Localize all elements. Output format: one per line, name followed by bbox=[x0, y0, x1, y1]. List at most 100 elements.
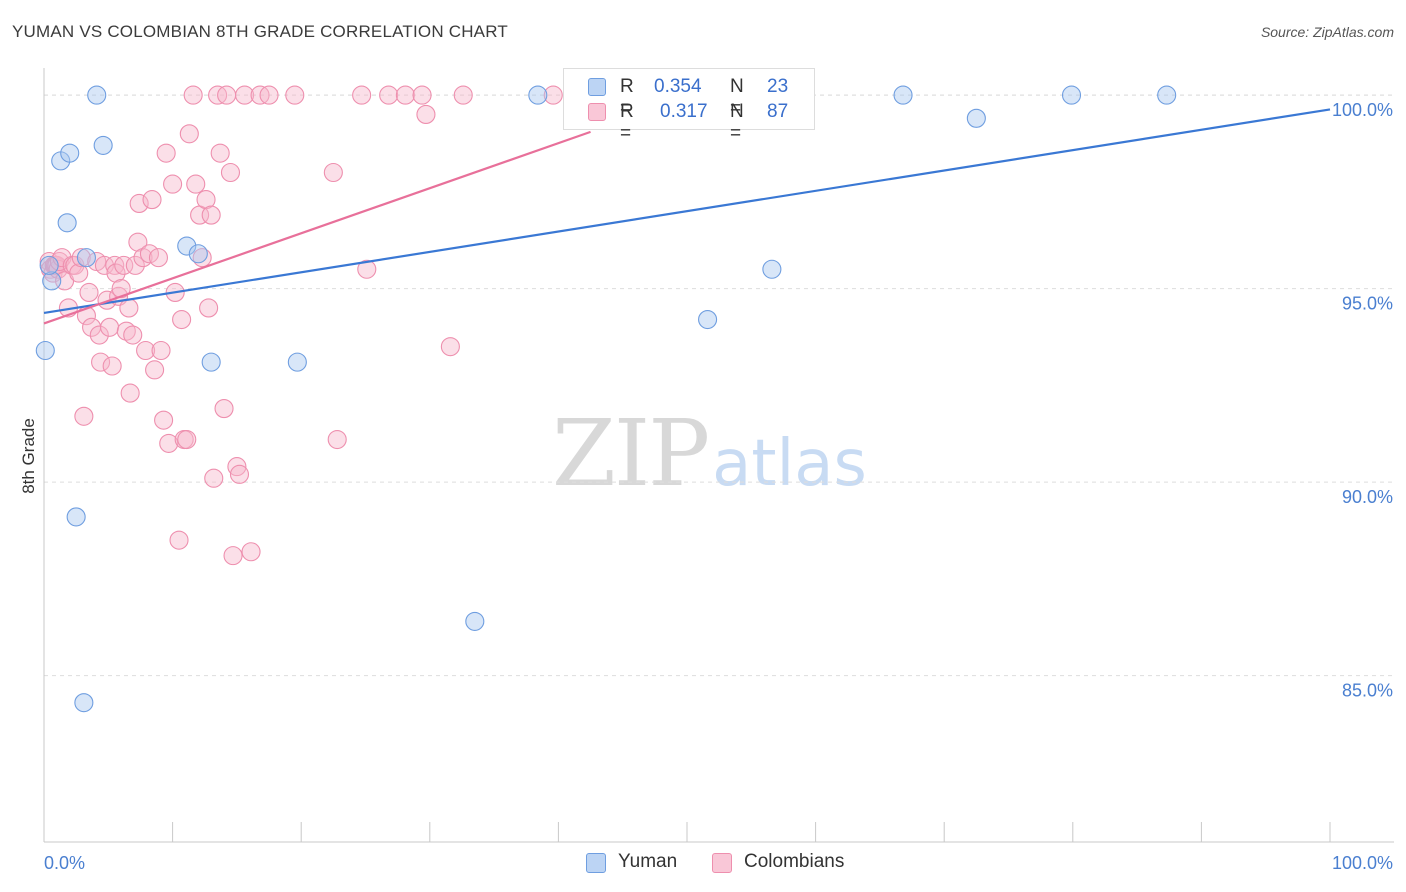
colombian-point bbox=[186, 174, 206, 194]
colombian-point bbox=[192, 248, 212, 268]
colombian-point bbox=[352, 85, 372, 105]
label-layer: 85.0% 90.0% 95.0% 100.0% 0.0% 100.0% 8th Grade bbox=[19, 100, 1393, 873]
y-tick-label: 85.0% bbox=[1342, 681, 1393, 701]
yuman-point bbox=[42, 271, 62, 291]
y-tick-label: 100.0% bbox=[1332, 100, 1393, 120]
colombian-point bbox=[327, 429, 347, 450]
colombian-point bbox=[210, 143, 230, 163]
colombian-point bbox=[259, 85, 279, 105]
y-axis-title: 8th Grade bbox=[19, 418, 38, 494]
colombian-point bbox=[79, 282, 99, 303]
colombian-point bbox=[69, 263, 89, 283]
colombian-point bbox=[145, 360, 165, 380]
yuman-point bbox=[93, 135, 113, 155]
yuman-point bbox=[35, 340, 55, 361]
colombian-point bbox=[148, 248, 169, 268]
yuman-point bbox=[1061, 85, 1082, 105]
colombian-point bbox=[235, 85, 255, 105]
colombian-point bbox=[323, 162, 343, 183]
colombian-point bbox=[169, 530, 189, 550]
yuman-point bbox=[465, 611, 485, 631]
colombian-point bbox=[395, 85, 415, 105]
colombian-trend-line bbox=[43, 130, 591, 325]
yuman-point bbox=[966, 108, 986, 128]
y-tick-label: 95.0% bbox=[1342, 294, 1393, 314]
yuman-swatch bbox=[586, 853, 606, 873]
watermark-atlas: atlas bbox=[712, 427, 867, 501]
colombian-point bbox=[196, 190, 216, 210]
colombian-point bbox=[241, 542, 261, 562]
yuman-point bbox=[39, 255, 59, 275]
yuman-point bbox=[201, 352, 221, 372]
colombian-point bbox=[179, 124, 199, 144]
colombian-point bbox=[199, 298, 219, 318]
chart-title: YUMAN VS COLOMBIAN 8TH GRADE CORRELATION… bbox=[12, 22, 508, 41]
colombian-point bbox=[102, 356, 122, 376]
colombian-point bbox=[129, 193, 149, 213]
colombian-point bbox=[183, 85, 203, 105]
colombian-point bbox=[412, 85, 432, 105]
source-label: Source: ZipAtlas.com bbox=[1260, 24, 1394, 40]
colombian-point bbox=[214, 399, 234, 419]
yuman-point bbox=[66, 507, 86, 527]
colombian-point bbox=[379, 85, 399, 105]
n-value: 23 bbox=[767, 76, 789, 97]
colombian-point bbox=[125, 255, 145, 275]
yuman-point bbox=[188, 244, 208, 264]
y-tick-label: 90.0% bbox=[1342, 487, 1393, 507]
colombian-point bbox=[229, 464, 250, 484]
colombian-point bbox=[227, 457, 247, 477]
yuman-point bbox=[57, 213, 77, 233]
yuman-point bbox=[1157, 85, 1177, 105]
colombian-point bbox=[142, 190, 162, 210]
r-value: 0.317 bbox=[660, 101, 708, 122]
colombian-point bbox=[100, 317, 120, 337]
yuman-point bbox=[60, 143, 80, 163]
colombian-point bbox=[172, 309, 192, 330]
n-label: N = bbox=[730, 101, 744, 144]
yuman-point bbox=[528, 85, 548, 105]
legend-label: Yuman bbox=[618, 851, 678, 872]
legend-label: Colombians bbox=[744, 851, 845, 872]
colombians-swatch bbox=[588, 103, 606, 121]
colombian-point bbox=[151, 340, 171, 361]
colombian-point bbox=[163, 174, 183, 194]
colombian-point bbox=[111, 279, 131, 299]
colombian-point bbox=[357, 259, 377, 279]
yuman-swatch bbox=[588, 78, 606, 96]
grid-layer bbox=[44, 94, 1394, 677]
yuman-point bbox=[74, 693, 94, 713]
colombian-point bbox=[156, 143, 176, 163]
watermark-zip: ZIP bbox=[552, 400, 710, 507]
colombian-point bbox=[220, 162, 241, 183]
watermark: ZIPatlas bbox=[552, 400, 867, 507]
colombian-point bbox=[106, 263, 126, 283]
colombian-point bbox=[120, 383, 140, 403]
colombian-point bbox=[453, 85, 473, 105]
colombian-point bbox=[123, 325, 143, 345]
colombian-point bbox=[177, 429, 197, 450]
colombian-point bbox=[154, 410, 174, 430]
colombian-point bbox=[71, 248, 91, 268]
yuman-point bbox=[87, 85, 107, 105]
colombian-point bbox=[440, 337, 460, 357]
colombian-point bbox=[94, 255, 114, 275]
colombian-point bbox=[416, 104, 436, 124]
colombian-point bbox=[223, 546, 243, 566]
n-label: N = bbox=[730, 76, 744, 119]
colombian-point bbox=[217, 85, 237, 105]
colombian-point bbox=[201, 205, 221, 225]
colombian-point bbox=[285, 85, 305, 105]
x-tick-label-end: 100.0% bbox=[1332, 853, 1393, 873]
colombian-point bbox=[114, 255, 134, 275]
colombian-point bbox=[91, 352, 111, 372]
yuman-point bbox=[76, 248, 96, 268]
yuman-point bbox=[893, 85, 913, 105]
yuman-point bbox=[762, 259, 782, 279]
colombians-swatch bbox=[712, 853, 732, 873]
r-value: 0.354 bbox=[654, 76, 702, 97]
trend-layer bbox=[43, 108, 1331, 325]
n-value: 87 bbox=[767, 101, 789, 122]
colombian-point bbox=[128, 232, 148, 252]
